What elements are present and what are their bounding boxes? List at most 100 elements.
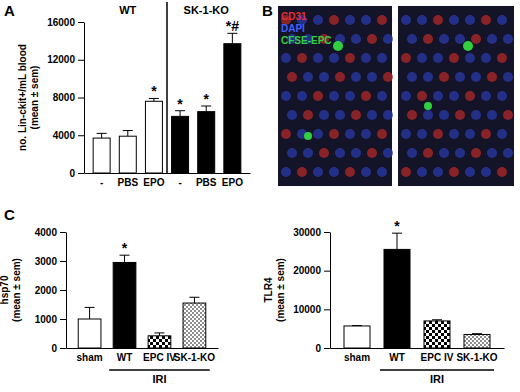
error-cap <box>123 130 133 131</box>
cell <box>281 91 291 101</box>
x-tick-group: SK-1-KO <box>174 348 215 363</box>
x-axis: -PBSEPO-PBSEPO <box>85 173 251 188</box>
cell <box>297 167 307 177</box>
cell <box>423 110 433 120</box>
x-tick-label: EPC IV <box>421 352 454 363</box>
cell <box>383 148 393 158</box>
cell <box>361 167 371 177</box>
cell <box>417 15 427 25</box>
cell <box>329 129 339 139</box>
cell <box>287 110 297 120</box>
cell <box>481 129 491 139</box>
cell <box>481 91 491 101</box>
cell <box>503 34 513 44</box>
error-bar <box>97 133 107 138</box>
group-label: IRI <box>430 373 444 385</box>
cell <box>471 110 481 120</box>
cell <box>481 53 491 63</box>
y-tick-group: 16000 <box>47 17 84 28</box>
y-tick <box>324 232 330 233</box>
cell <box>351 34 361 44</box>
y-axis-line <box>330 233 331 349</box>
error-line <box>397 233 398 249</box>
cell <box>433 129 443 139</box>
annotation: *# <box>226 18 239 34</box>
micrograph <box>278 6 393 186</box>
cell <box>487 110 497 120</box>
cell <box>335 110 345 120</box>
error-cap <box>352 325 362 326</box>
cell <box>377 53 387 63</box>
panel-label: B <box>262 2 273 19</box>
annotation: * <box>122 240 128 256</box>
cell <box>455 148 465 158</box>
cell <box>471 148 481 158</box>
chart: *01000200030004000shamWTEPC IVSK-1-KOhsp… <box>0 227 219 385</box>
y-tick <box>324 271 330 272</box>
plot-area <box>344 233 490 348</box>
cell <box>487 72 497 82</box>
chart: ****#0400080001200016000-PBSEPO-PBSEPOno… <box>17 2 251 188</box>
cell <box>503 72 513 82</box>
cell <box>335 148 345 158</box>
y-axis: 0400080001200016000 <box>47 17 84 179</box>
cell <box>481 15 491 25</box>
cell <box>407 110 417 120</box>
error-line <box>124 255 125 262</box>
cell <box>367 34 377 44</box>
x-tick-label: EPO <box>222 177 243 188</box>
x-tick-label: PBS <box>196 177 217 188</box>
cell <box>351 148 361 158</box>
cell <box>423 148 433 158</box>
cell <box>449 91 459 101</box>
y-tick-group: 20000 <box>293 265 330 276</box>
y-axis-title: no. Lin-ckit+/mL blood <box>17 44 28 151</box>
error-line <box>101 133 102 138</box>
cell <box>417 91 427 101</box>
cell <box>383 72 393 82</box>
error-cap <box>432 319 442 320</box>
cell <box>313 15 323 25</box>
bar <box>78 319 101 348</box>
error-line <box>89 307 90 319</box>
cell <box>401 53 411 63</box>
panel-label: C <box>4 206 15 223</box>
cell <box>383 34 393 44</box>
cell <box>417 129 427 139</box>
cell <box>361 129 371 139</box>
cell <box>497 91 507 101</box>
cell <box>361 91 371 101</box>
group-divider <box>166 2 168 173</box>
y-axis-title: (mean ± sem) <box>275 258 286 322</box>
error-cap <box>97 133 107 134</box>
bar <box>384 249 410 348</box>
y-tick-group: 1000 <box>35 314 66 325</box>
x-tick-group: WT <box>389 348 405 363</box>
y-tick-group: 3000 <box>35 256 66 267</box>
image-legend: CD31 <box>281 11 307 22</box>
error-bar <box>154 333 164 336</box>
annotation: * <box>177 96 183 112</box>
bar <box>119 136 136 173</box>
cell <box>345 91 355 101</box>
cell <box>503 148 513 158</box>
cell <box>465 129 475 139</box>
cell <box>313 53 323 63</box>
cell <box>281 167 291 177</box>
cell <box>449 15 459 25</box>
cell <box>407 72 417 82</box>
cell <box>465 15 475 25</box>
error-bar <box>189 297 199 303</box>
cell <box>351 110 361 120</box>
x-tick-group: - <box>178 173 181 188</box>
cell <box>361 15 371 25</box>
x-tick-group: SK-1-KO <box>456 348 497 363</box>
y-axis-line <box>84 23 85 174</box>
y-tick <box>324 309 330 310</box>
cell <box>449 167 459 177</box>
x-tick-group: sham <box>344 348 370 363</box>
y-axis: 0100002000030000 <box>293 227 330 354</box>
cell <box>313 129 323 139</box>
cell <box>329 91 339 101</box>
x-tick-label: WT <box>117 352 133 363</box>
